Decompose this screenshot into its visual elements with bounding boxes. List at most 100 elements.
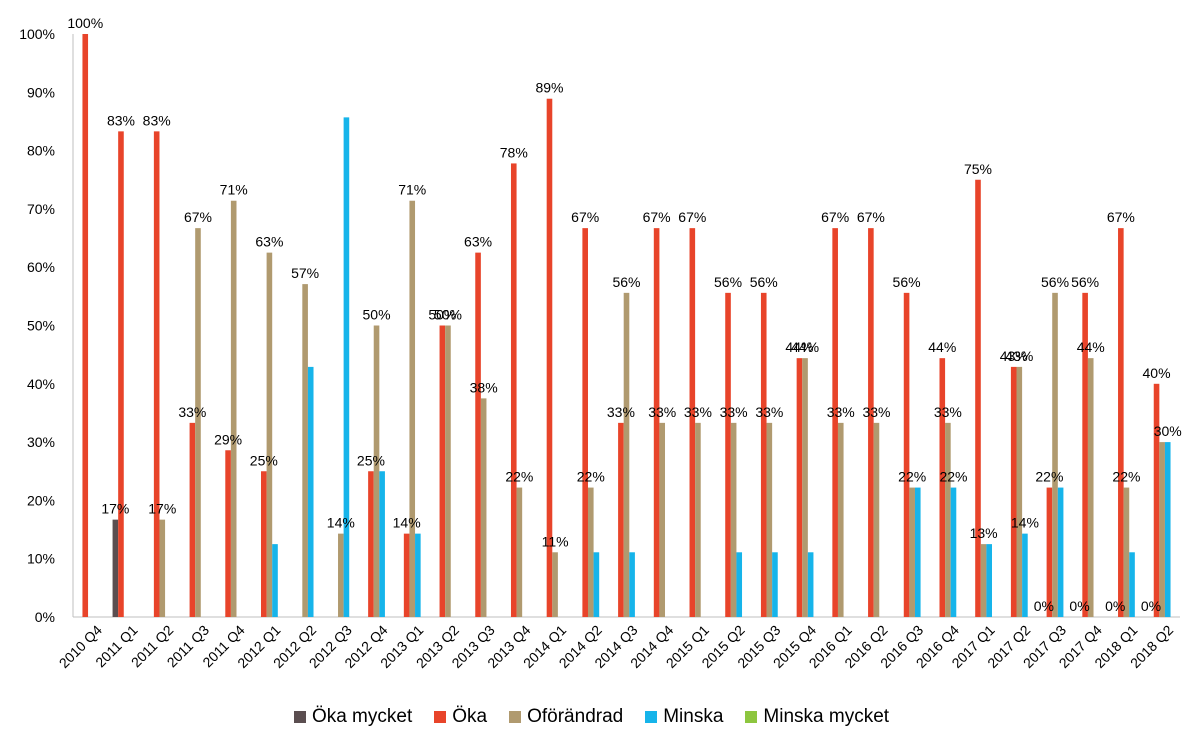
- data-label: 33%: [648, 404, 676, 420]
- data-label: 44%: [1077, 339, 1105, 355]
- bar: [1153, 383, 1160, 617]
- bar: [368, 471, 374, 617]
- bar: [593, 552, 600, 617]
- data-label: 56%: [714, 274, 742, 290]
- bars: [82, 34, 1171, 618]
- y-tick-label: 0%: [35, 609, 55, 625]
- data-label: 33%: [178, 404, 206, 420]
- legend-item-oforandrad: Oförändrad: [509, 706, 623, 728]
- bar: [1052, 292, 1058, 617]
- bar: [1057, 487, 1064, 617]
- bar: [766, 422, 773, 617]
- bar: [409, 200, 416, 617]
- bar: [403, 533, 410, 617]
- bar: [510, 163, 517, 617]
- data-label: 29%: [214, 431, 242, 447]
- bar: [552, 552, 558, 617]
- data-label: 14%: [327, 515, 355, 531]
- data-label: 25%: [357, 452, 385, 468]
- bar: [272, 544, 278, 617]
- data-label: 56%: [1041, 274, 1069, 290]
- data-label: 67%: [678, 209, 706, 225]
- bar: [653, 228, 660, 618]
- data-label: 75%: [964, 161, 992, 177]
- data-label: 0%: [1034, 598, 1054, 614]
- data-label: 33%: [827, 404, 855, 420]
- data-label: 13%: [970, 525, 998, 541]
- bar: [1159, 442, 1165, 617]
- data-label: 83%: [107, 112, 135, 128]
- bar: [261, 471, 267, 617]
- y-tick-label: 90%: [27, 84, 55, 100]
- bar: [725, 292, 731, 617]
- data-label: 89%: [535, 80, 563, 96]
- data-label: 14%: [1011, 515, 1039, 531]
- bar: [1016, 366, 1023, 617]
- legend-swatch: [509, 711, 522, 723]
- data-label: 100%: [67, 15, 103, 31]
- bar: [112, 519, 119, 617]
- legend-item-minska-mycket: Minska mycket: [745, 706, 889, 728]
- bar: [582, 228, 588, 618]
- data-label: 38%: [470, 379, 498, 395]
- bar: [629, 552, 635, 617]
- data-label: 22%: [898, 469, 926, 485]
- bar: [587, 487, 594, 617]
- legend-label: Minska: [663, 706, 724, 727]
- bar-chart: 0%10%20%30%40%50%60%70%80%90%100%2010 Q4…: [19, 15, 1182, 671]
- data-label: 50%: [434, 307, 462, 323]
- bar: [439, 325, 446, 617]
- data-label: 22%: [939, 469, 967, 485]
- bar: [373, 325, 380, 617]
- bar: [986, 544, 992, 617]
- data-label: 44%: [791, 339, 819, 355]
- bar: [189, 422, 196, 617]
- bar: [1123, 487, 1130, 617]
- bar: [118, 131, 124, 617]
- y-tick-label: 10%: [27, 551, 55, 567]
- data-label: 67%: [643, 209, 671, 225]
- bar: [343, 117, 350, 617]
- bar: [837, 422, 844, 617]
- data-label: 71%: [220, 182, 248, 198]
- data-label: 78%: [500, 144, 528, 160]
- bar: [950, 487, 957, 617]
- y-tick-label: 30%: [27, 434, 55, 450]
- bar: [546, 98, 553, 617]
- y-tick-label: 60%: [27, 259, 55, 275]
- bar: [516, 487, 523, 617]
- y-tick-label: 40%: [27, 376, 55, 392]
- data-label: 56%: [893, 274, 921, 290]
- legend-item-minska: Minska: [645, 706, 723, 728]
- legend-swatch: [434, 711, 447, 723]
- bar: [338, 533, 344, 617]
- data-label: 56%: [1071, 274, 1099, 290]
- data-label: 44%: [928, 339, 956, 355]
- bar: [415, 533, 421, 617]
- bar: [689, 228, 696, 618]
- data-label: 56%: [612, 274, 640, 290]
- bar: [1046, 487, 1053, 617]
- y-tick-label: 70%: [27, 201, 55, 217]
- data-label: 67%: [821, 209, 849, 225]
- data-label: 25%: [250, 452, 278, 468]
- data-labels: 100% 17% 83% 83% 17% 67% 33% 71% 29% 63% 25% 57% 14%…: [67, 15, 1181, 614]
- legend-label: Öka: [452, 706, 488, 727]
- bar: [1129, 552, 1135, 617]
- bar: [873, 422, 880, 617]
- data-label: 50%: [363, 307, 391, 323]
- data-label: 63%: [255, 234, 283, 250]
- bar: [695, 422, 701, 617]
- data-label: 67%: [571, 209, 599, 225]
- bar: [736, 552, 743, 617]
- data-label: 67%: [1107, 209, 1135, 225]
- bar: [1087, 358, 1094, 617]
- legend-swatch: [645, 711, 658, 723]
- data-label: 33%: [720, 404, 748, 420]
- data-label: 0%: [1105, 598, 1125, 614]
- bar: [730, 422, 737, 617]
- bar: [1164, 442, 1171, 617]
- bar: [302, 284, 308, 617]
- bar: [195, 228, 201, 618]
- data-label: 14%: [393, 515, 421, 531]
